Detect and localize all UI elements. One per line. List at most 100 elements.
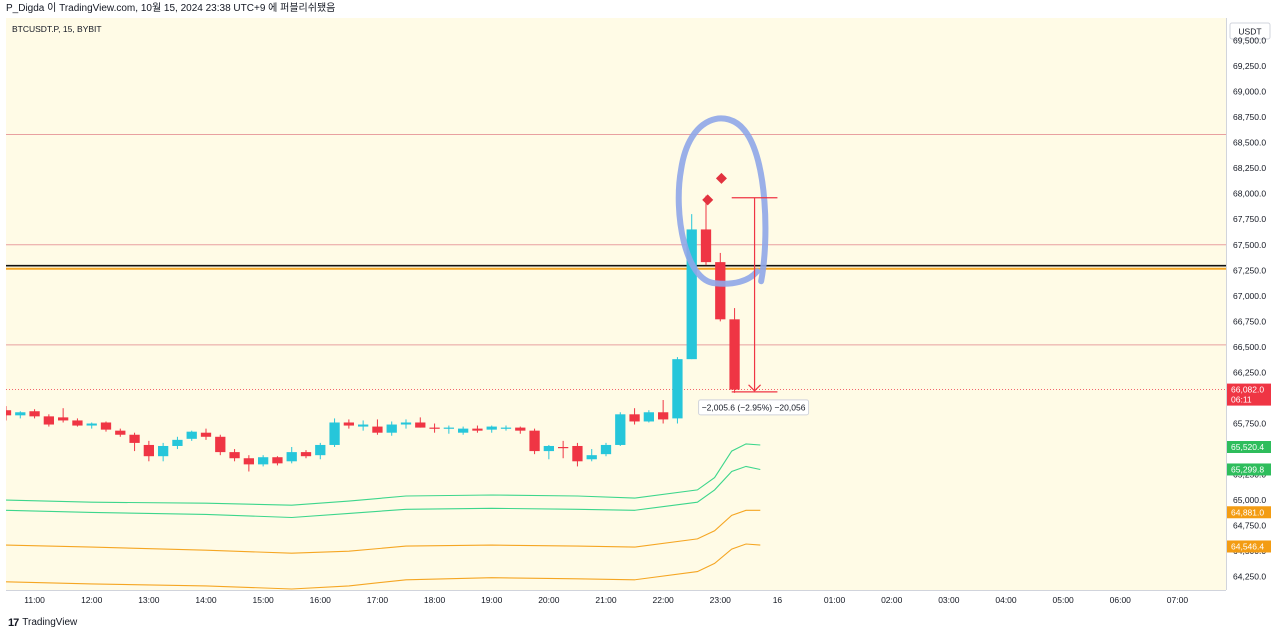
x-tick-label: 23:00	[710, 595, 732, 605]
candle-body	[43, 416, 54, 425]
candle	[458, 426, 469, 435]
currency-label[interactable]: USDT	[1238, 27, 1261, 37]
y-tick-label: 67,500.0	[1233, 240, 1266, 250]
candle-body	[458, 428, 469, 433]
candle-body	[686, 229, 697, 360]
x-tick-label: 13:00	[138, 595, 160, 605]
signal-marker-1	[702, 194, 714, 206]
candle-body	[515, 427, 526, 431]
candle-body	[615, 414, 626, 445]
brand-label: TradingView	[22, 617, 78, 628]
candle-body	[58, 417, 69, 421]
candle-body	[572, 445, 583, 462]
y-tick-label: 66,500.0	[1233, 342, 1266, 352]
candle	[615, 412, 626, 446]
x-tick-label: 17:00	[367, 595, 389, 605]
candle	[472, 425, 483, 433]
price-tag-label-5: 64,546.4	[1231, 541, 1264, 551]
plot-background	[6, 18, 1226, 590]
candle-body	[329, 422, 340, 445]
price-tag-label-2: 65,520.4	[1231, 442, 1264, 452]
candle	[543, 444, 554, 460]
candle	[686, 214, 697, 360]
price-tag-label-1: 66,082.0	[1231, 385, 1264, 395]
candle	[172, 436, 183, 450]
x-tick-label: 16:00	[310, 595, 332, 605]
chart-container[interactable]: BTCUSDT.P, 15, BYBIT USDT −2,005.6 (−2.95…	[6, 18, 1280, 610]
y-tick-label: 68,500.0	[1233, 138, 1266, 148]
candle-body	[172, 439, 183, 446]
candle	[572, 442, 583, 467]
x-tick-label: 11:00	[24, 595, 45, 605]
measure-arrowhead-icon	[748, 384, 761, 392]
candle-body	[286, 452, 297, 462]
x-tick-label: 03:00	[938, 595, 960, 605]
candle	[200, 428, 212, 440]
tradingview-logo-icon: 17	[8, 617, 19, 629]
candle-body	[129, 434, 140, 443]
candle	[115, 428, 126, 437]
x-tick-label: 06:00	[1110, 595, 1132, 605]
y-tick-label: 68,750.0	[1233, 112, 1266, 122]
candle	[443, 425, 454, 434]
x-tick-label: 16	[773, 595, 783, 605]
publish-caption: P_Digda 이 TradingView.com, 10월 15, 2024 …	[6, 3, 336, 14]
candle	[315, 442, 326, 460]
candle-body	[315, 444, 326, 456]
candle	[372, 419, 383, 435]
candle-body	[372, 426, 383, 433]
candle	[500, 425, 512, 431]
candle-body	[386, 424, 397, 433]
candle-body	[529, 430, 540, 452]
candle	[129, 432, 140, 452]
candle-body	[429, 427, 440, 429]
candle	[386, 421, 397, 436]
y-tick-label: 69,500.0	[1233, 35, 1266, 45]
y-tick-label: 69,000.0	[1233, 87, 1266, 97]
candle	[729, 308, 740, 393]
x-tick-label: 19:00	[481, 595, 503, 605]
candle-body	[86, 423, 97, 426]
candle-body	[258, 457, 269, 465]
candle	[58, 408, 69, 423]
x-tick-label: 21:00	[595, 595, 617, 605]
candle-body	[729, 319, 740, 390]
candle-body	[443, 427, 454, 429]
price-tag-box-2	[1227, 441, 1271, 453]
candle-body	[715, 262, 726, 320]
band-line-2	[6, 465, 761, 519]
x-tick-label: 20:00	[538, 595, 560, 605]
candlestick-chart[interactable]: BTCUSDT.P, 15, BYBIT USDT −2,005.6 (−2.95…	[6, 18, 1280, 610]
signal-marker-2	[715, 172, 727, 184]
price-tag-box-1	[1227, 383, 1271, 406]
x-tick-label: 12:00	[81, 595, 103, 605]
y-tick-label: 67,750.0	[1233, 214, 1266, 224]
candle-body	[6, 410, 12, 416]
x-tick-label: 22:00	[653, 595, 675, 605]
highlight-circle-drawing	[675, 115, 769, 287]
candle-body	[229, 452, 240, 459]
candle	[558, 440, 569, 459]
candle-body	[400, 422, 412, 425]
candle	[243, 455, 254, 472]
candle	[343, 419, 354, 429]
x-tick-label: 02:00	[881, 595, 903, 605]
band-line-3	[6, 509, 761, 554]
candle	[700, 195, 712, 266]
candle-body	[100, 422, 112, 430]
price-tag-label-4: 64,881.0	[1231, 507, 1264, 517]
time-axis-background	[6, 590, 1226, 610]
candle-body	[143, 444, 154, 457]
candle	[429, 423, 440, 433]
x-tick-label: 05:00	[1053, 595, 1075, 605]
candle	[43, 414, 54, 427]
candle-body	[415, 422, 426, 428]
candle	[600, 442, 612, 457]
candle	[229, 449, 240, 462]
candle-body	[486, 426, 497, 430]
candle	[715, 252, 726, 322]
candle	[629, 408, 640, 425]
candle	[586, 449, 597, 462]
candle-body	[115, 430, 126, 435]
candle-body	[343, 422, 354, 426]
